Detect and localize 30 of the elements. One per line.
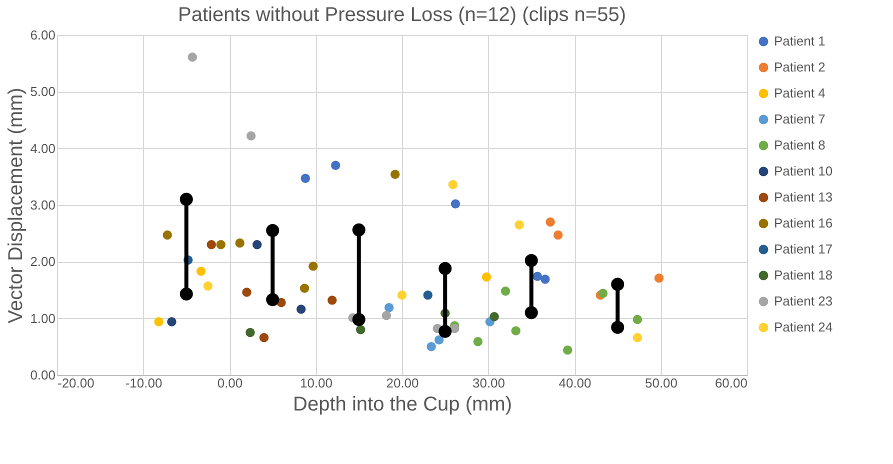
legend-label: Patient 13 — [774, 190, 833, 204]
x-tick-label: 40.00 — [558, 376, 592, 390]
x-tick-label: 20.00 — [386, 376, 419, 390]
legend-label: Patient 10 — [774, 164, 833, 178]
x-tick-label: 0.00 — [217, 376, 243, 390]
y-tick-label: 2.00 — [30, 254, 56, 270]
y-axis-title: Vector Displacement (mm) — [5, 88, 28, 324]
x-tick-label: 30.00 — [472, 376, 506, 390]
legend-label: Patient 16 — [774, 216, 833, 230]
x-tick-label: -20.00 — [58, 376, 94, 390]
legend-label: Patient 7 — [774, 112, 826, 126]
x-tick-label: -10.00 — [125, 376, 162, 390]
legend-label: Patient 2 — [774, 60, 826, 74]
y-tick-label: 4.00 — [30, 140, 56, 156]
x-axis-title: Depth into the Cup (mm) — [293, 394, 512, 416]
y-tick-label: 1.00 — [30, 310, 56, 326]
x-tick-label: 10.00 — [300, 376, 333, 390]
chart-title: Patients without Pressure Loss (n=12) (clips n=55) — [178, 4, 626, 26]
legend-label: Patient 4 — [774, 86, 826, 100]
legend-label: Patient 23 — [774, 294, 833, 308]
y-tick-label: 6.00 — [30, 28, 56, 42]
x-tick-label: 60.00 — [714, 376, 748, 390]
y-tick-label: 3.00 — [30, 198, 56, 212]
legend-label: Patient 1 — [774, 34, 826, 48]
legend-label: Patient 24 — [774, 320, 833, 334]
y-tick-label: 5.00 — [30, 84, 56, 100]
legend-label: Patient 8 — [774, 138, 826, 152]
x-tick-label: 50.00 — [644, 376, 678, 390]
legend-label: Patient 18 — [774, 268, 833, 282]
legend-label: Patient 17 — [774, 242, 833, 256]
